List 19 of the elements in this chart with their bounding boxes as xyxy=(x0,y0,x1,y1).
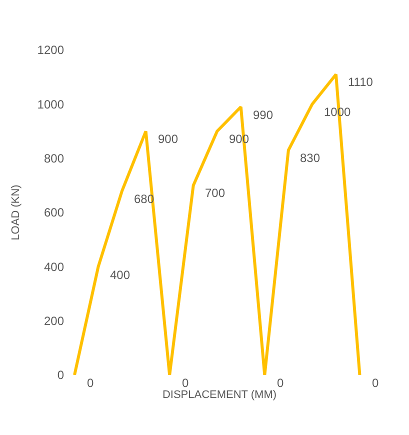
data-label: 900 xyxy=(158,132,178,146)
y-tick-label: 600 xyxy=(44,206,64,220)
data-label: 0 xyxy=(372,376,379,390)
data-label: 0 xyxy=(182,376,189,390)
y-tick-label: 400 xyxy=(44,260,64,274)
y-tick-label: 1200 xyxy=(37,43,64,58)
data-label: 990 xyxy=(253,108,274,122)
y-tick-label: 800 xyxy=(44,152,64,166)
data-label: 400 xyxy=(110,268,130,282)
data-label: 0 xyxy=(87,376,94,390)
data-label: 0 xyxy=(277,376,284,390)
y-tick-label: 200 xyxy=(44,314,64,328)
x-axis-title: DISPLACEMENT (MM) xyxy=(162,389,277,402)
y-axis-title: LOAD (KN) xyxy=(10,184,22,240)
y-tick-label: 0 xyxy=(57,368,64,382)
data-label: 700 xyxy=(205,186,226,200)
y-tick-label: 1000 xyxy=(37,97,64,112)
data-label: 1110 xyxy=(348,75,374,89)
data-label: 830 xyxy=(300,151,320,165)
